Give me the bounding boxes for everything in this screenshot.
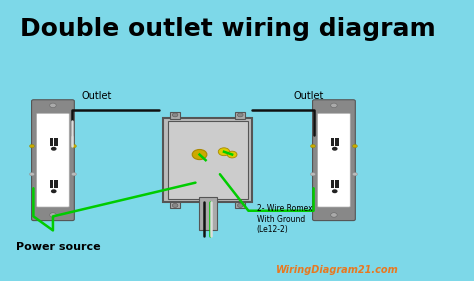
Text: Power source: Power source bbox=[16, 242, 101, 252]
Text: Outlet: Outlet bbox=[82, 91, 112, 101]
Circle shape bbox=[331, 213, 337, 217]
FancyBboxPatch shape bbox=[163, 118, 253, 202]
Polygon shape bbox=[50, 137, 54, 146]
FancyBboxPatch shape bbox=[36, 113, 69, 207]
FancyBboxPatch shape bbox=[312, 100, 356, 221]
Polygon shape bbox=[50, 180, 54, 189]
FancyBboxPatch shape bbox=[235, 202, 246, 208]
Circle shape bbox=[353, 144, 357, 148]
Polygon shape bbox=[335, 137, 339, 146]
FancyBboxPatch shape bbox=[170, 112, 180, 119]
Text: WiringDiagram21.com: WiringDiagram21.com bbox=[276, 265, 399, 275]
Polygon shape bbox=[54, 137, 58, 146]
Circle shape bbox=[29, 144, 35, 148]
Circle shape bbox=[310, 173, 315, 176]
Text: 2- Wire Romex
With Ground
(Le12-2): 2- Wire Romex With Ground (Le12-2) bbox=[256, 204, 312, 234]
FancyBboxPatch shape bbox=[318, 113, 350, 207]
FancyBboxPatch shape bbox=[168, 121, 247, 199]
Circle shape bbox=[50, 213, 56, 217]
Polygon shape bbox=[331, 180, 334, 189]
FancyBboxPatch shape bbox=[32, 100, 74, 221]
Circle shape bbox=[237, 113, 243, 117]
FancyBboxPatch shape bbox=[4, 6, 403, 273]
Circle shape bbox=[72, 173, 76, 176]
Circle shape bbox=[51, 189, 56, 193]
Circle shape bbox=[331, 103, 337, 108]
FancyBboxPatch shape bbox=[235, 112, 246, 119]
FancyBboxPatch shape bbox=[199, 197, 217, 230]
Circle shape bbox=[192, 149, 207, 160]
Text: Double outlet wiring diagram: Double outlet wiring diagram bbox=[20, 17, 436, 41]
Circle shape bbox=[218, 148, 230, 156]
Circle shape bbox=[332, 189, 337, 193]
Polygon shape bbox=[331, 137, 334, 146]
Circle shape bbox=[72, 144, 76, 148]
Polygon shape bbox=[335, 180, 339, 189]
Circle shape bbox=[51, 147, 56, 151]
Circle shape bbox=[50, 103, 56, 108]
Circle shape bbox=[332, 147, 337, 151]
Circle shape bbox=[29, 173, 35, 176]
Polygon shape bbox=[54, 180, 58, 189]
FancyBboxPatch shape bbox=[170, 202, 180, 208]
Circle shape bbox=[237, 203, 243, 207]
Circle shape bbox=[310, 144, 315, 148]
Circle shape bbox=[172, 113, 178, 117]
Circle shape bbox=[172, 203, 178, 207]
Circle shape bbox=[227, 151, 237, 158]
Circle shape bbox=[353, 173, 357, 176]
Text: Outlet: Outlet bbox=[293, 91, 324, 101]
